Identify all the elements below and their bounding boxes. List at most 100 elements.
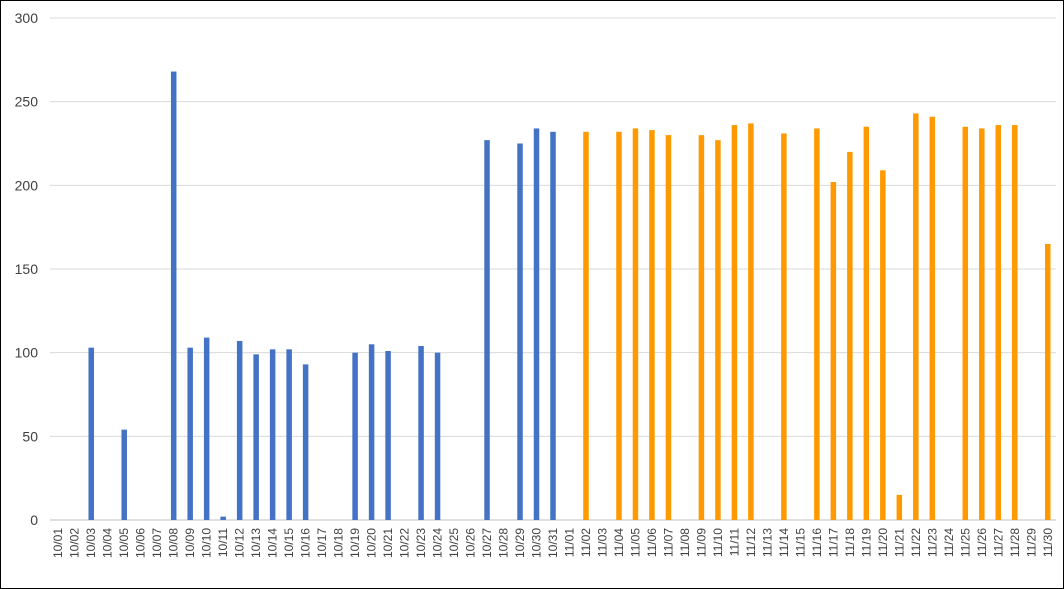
bar-11-14	[781, 133, 787, 520]
x-tick-label: 10/22	[398, 528, 412, 558]
x-tick-label: 10/21	[381, 528, 395, 558]
bar-11-10	[715, 140, 721, 520]
y-tick-label: 250	[15, 94, 39, 110]
x-tick-label: 11/11	[727, 528, 741, 557]
bar-10-19	[352, 352, 358, 520]
bar-11-12	[748, 123, 754, 521]
bar-10-16	[302, 364, 309, 520]
bar-11-21	[896, 494, 903, 520]
x-tick-label: 10/09	[183, 528, 197, 558]
x-tick-label: 11/16	[810, 528, 824, 557]
y-tick-label: 100	[15, 345, 39, 361]
x-tick-label: 11/02	[579, 528, 593, 557]
x-tick-label: 10/31	[546, 528, 560, 558]
x-tick-label: 10/08	[167, 528, 181, 558]
bar-10-27	[484, 140, 490, 520]
x-tick-label: 10/23	[414, 528, 428, 558]
bar-10-23	[418, 345, 424, 520]
bar-11-02	[583, 131, 589, 521]
x-tick-label: 10/18	[332, 528, 346, 558]
x-tick-label: 10/27	[480, 528, 494, 558]
y-tick-label: 0	[30, 512, 38, 528]
bar-11-11	[731, 125, 738, 520]
x-tick-label: 11/12	[744, 528, 758, 557]
bar-11-09	[698, 135, 705, 520]
bar-11-23	[929, 116, 936, 520]
bar-10-10	[203, 337, 210, 520]
x-tick-label: 11/07	[661, 528, 675, 557]
x-tick-label: 11/27	[991, 528, 1005, 557]
x-tick-label: 10/30	[530, 528, 544, 558]
bar-10-30	[533, 128, 540, 520]
x-tick-label: 10/14	[266, 528, 280, 558]
x-tick-label: 11/19	[859, 528, 873, 557]
bar-11-22	[913, 113, 919, 520]
x-tick-label: 11/26	[975, 528, 989, 557]
x-tick-label: 11/30	[1041, 528, 1055, 557]
x-tick-label: 11/28	[1008, 528, 1022, 557]
x-tick-label: 11/18	[843, 528, 857, 557]
x-tick-label: 11/13	[760, 528, 774, 557]
y-tick-label: 150	[15, 261, 39, 277]
bar-10-15	[286, 349, 292, 520]
x-tick-label: 10/07	[150, 528, 164, 558]
x-tick-label: 11/03	[595, 528, 609, 557]
bar-11-27	[995, 125, 1002, 520]
x-tick-label: 10/25	[447, 528, 461, 558]
bar-10-12	[236, 340, 243, 520]
bar-10-20	[368, 344, 375, 520]
bar-11-07	[665, 135, 672, 520]
bar-11-25	[962, 126, 969, 521]
x-tick-label: 10/01	[51, 528, 65, 558]
x-tick-label: 11/29	[1024, 528, 1038, 557]
x-tick-label: 10/10	[200, 528, 214, 558]
x-tick-label: 11/22	[909, 528, 923, 557]
x-tick-label: 10/13	[249, 528, 263, 558]
bar-11-16	[814, 128, 820, 520]
bar-10-09	[187, 347, 193, 520]
x-tick-label: 10/12	[233, 528, 247, 558]
x-tick-label: 11/25	[958, 528, 972, 557]
x-tick-label: 11/20	[876, 528, 890, 557]
x-tick-label: 11/17	[826, 528, 840, 557]
x-tick-label: 11/05	[628, 528, 642, 557]
bar-10-13	[253, 354, 259, 520]
y-tick-label: 200	[15, 177, 39, 193]
bar-11-30	[1045, 243, 1051, 520]
x-tick-label: 11/09	[694, 528, 708, 557]
bar-11-05	[632, 128, 639, 520]
y-tick-label: 50	[22, 428, 38, 444]
y-tick-label: 300	[15, 10, 39, 26]
x-tick-label: 10/03	[84, 528, 98, 558]
x-tick-label: 10/28	[497, 528, 511, 558]
bar-11-17	[830, 181, 837, 521]
bar-10-05	[121, 429, 127, 520]
x-tick-label: 10/26	[464, 528, 478, 558]
x-tick-label: 10/15	[282, 528, 296, 558]
x-tick-label: 10/19	[348, 528, 362, 558]
bar-10-21	[385, 350, 391, 520]
x-tick-label: 11/15	[793, 528, 807, 557]
bar-11-18	[847, 151, 853, 520]
x-tick-label: 10/04	[101, 528, 115, 558]
bar-11-28	[1012, 125, 1018, 520]
bar-11-20	[880, 170, 886, 520]
x-tick-label: 10/05	[117, 528, 131, 558]
x-tick-label: 10/17	[315, 528, 329, 558]
x-tick-label: 11/23	[925, 528, 939, 557]
x-tick-label: 10/24	[431, 528, 445, 558]
x-tick-label: 11/06	[645, 528, 659, 557]
x-tick-label: 11/01	[562, 528, 576, 557]
bar-10-03	[88, 347, 94, 520]
x-tick-label: 10/06	[134, 528, 148, 558]
x-tick-label: 11/14	[777, 528, 791, 557]
bar-10-08	[170, 71, 177, 521]
bar-11-26	[979, 128, 985, 520]
bar-10-24	[434, 352, 441, 520]
bar-11-04	[616, 131, 622, 521]
x-tick-label: 10/16	[299, 528, 313, 558]
x-tick-label: 11/04	[612, 528, 626, 557]
bar-11-06	[649, 130, 655, 521]
